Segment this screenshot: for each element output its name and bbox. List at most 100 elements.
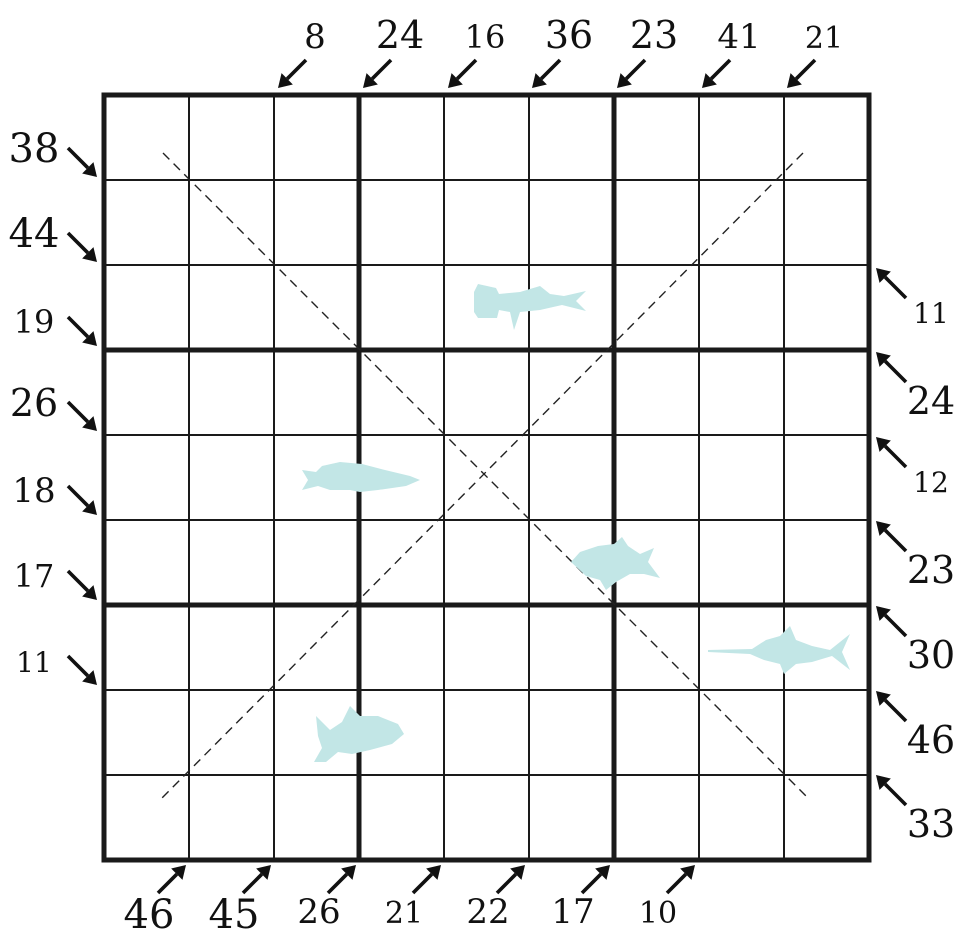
grid-cell-r1c6[interactable] (529, 95, 614, 180)
right-clue-arrow (876, 691, 908, 723)
grid-cell-r3c4[interactable] (359, 265, 444, 350)
top-clue-number: 16 (465, 18, 506, 56)
bottom-clue-arrow (495, 865, 525, 895)
pike-fish-icon (302, 462, 420, 492)
grid-cell-r4c3[interactable] (274, 350, 359, 435)
grid-cell-r8c7[interactable] (614, 690, 699, 775)
grid-cell-r7c7[interactable] (614, 605, 699, 690)
grid-cell-r9c8[interactable] (699, 775, 784, 860)
grid-cell-r6c5[interactable] (444, 520, 529, 605)
top-clue-number: 21 (805, 21, 843, 56)
grid-cell-r8c6[interactable] (529, 690, 614, 775)
grid-cell-r4c8[interactable] (699, 350, 784, 435)
grid-cell-r7c5[interactable] (444, 605, 529, 690)
bottom-clue-number: 10 (639, 896, 677, 931)
grid-cell-r9c9[interactable] (784, 775, 869, 860)
left-clue-number: 38 (9, 126, 60, 172)
grid-cell-r8c1[interactable] (104, 690, 189, 775)
grid-cell-r4c5[interactable] (444, 350, 529, 435)
grid-cell-r2c9[interactable] (784, 180, 869, 265)
grid-cell-r2c6[interactable] (529, 180, 614, 265)
top-clue-number: 36 (545, 13, 593, 57)
top-clue-arrow (787, 58, 817, 88)
grid-cell-r7c2[interactable] (189, 605, 274, 690)
grid-cell-r9c5[interactable] (444, 775, 529, 860)
grid-cell-r6c4[interactable] (359, 520, 444, 605)
right-clue-arrow (876, 352, 908, 384)
grid-cell-r9c7[interactable] (614, 775, 699, 860)
left-clue-arrow (66, 146, 97, 177)
grid-cell-r8c8[interactable] (699, 690, 784, 775)
grid-cell-r3c8[interactable] (699, 265, 784, 350)
grid-cell-r2c5[interactable] (444, 180, 529, 265)
grid-cell-r8c9[interactable] (784, 690, 869, 775)
grid-cell-r5c6[interactable] (529, 435, 614, 520)
top-clue-arrow (278, 58, 308, 88)
grid-cell-r2c1[interactable] (104, 180, 189, 265)
grid-cell-r5c2[interactable] (189, 435, 274, 520)
bottom-clue-arrow (241, 865, 271, 895)
grid-cell-r1c2[interactable] (189, 95, 274, 180)
top-clue-arrow (448, 58, 478, 88)
grid-cell-r3c2[interactable] (189, 265, 274, 350)
grid-cell-r8c5[interactable] (444, 690, 529, 775)
grid-cell-r6c2[interactable] (189, 520, 274, 605)
grid-cell-r7c1[interactable] (104, 605, 189, 690)
grid-cell-r6c8[interactable] (699, 520, 784, 605)
grid-cell-r7c6[interactable] (529, 605, 614, 690)
top-clue-arrow (617, 58, 647, 88)
grid-cell-r9c4[interactable] (359, 775, 444, 860)
grid-cell-r5c5[interactable] (444, 435, 529, 520)
grid-cell-r5c7[interactable] (614, 435, 699, 520)
grid-cell-r2c8[interactable] (699, 180, 784, 265)
grid-cell-r6c1[interactable] (104, 520, 189, 605)
grid-cell-r1c9[interactable] (784, 95, 869, 180)
grid-cell-r4c1[interactable] (104, 350, 189, 435)
grid-cell-r4c9[interactable] (784, 350, 869, 435)
grid-cells[interactable] (104, 95, 869, 860)
grid-cell-r4c6[interactable] (529, 350, 614, 435)
grid-cell-r6c3[interactable] (274, 520, 359, 605)
top-clue-arrow (532, 58, 562, 88)
left-clue-number: 17 (14, 557, 55, 595)
grid-cell-r2c4[interactable] (359, 180, 444, 265)
grid-cell-r3c9[interactable] (784, 265, 869, 350)
grid-cell-r7c4[interactable] (359, 605, 444, 690)
grid-cell-r5c9[interactable] (784, 435, 869, 520)
right-clue-number: 46 (907, 718, 955, 762)
left-clue-arrow (66, 569, 97, 600)
grid-cell-r3c3[interactable] (274, 265, 359, 350)
grid-cell-r2c3[interactable] (274, 180, 359, 265)
grid-cell-r1c5[interactable] (444, 95, 529, 180)
grid-cell-r2c7[interactable] (614, 180, 699, 265)
bottom-clue-number: 45 (209, 892, 260, 938)
grid-cell-r5c8[interactable] (699, 435, 784, 520)
grid-cell-r9c6[interactable] (529, 775, 614, 860)
grid-cell-r1c3[interactable] (274, 95, 359, 180)
right-clue-number: 23 (907, 548, 955, 592)
grid-cell-r2c2[interactable] (189, 180, 274, 265)
grid-cell-r8c2[interactable] (189, 690, 274, 775)
right-clue-number: 12 (913, 466, 949, 499)
grid-cell-r1c7[interactable] (614, 95, 699, 180)
right-clue-arrow (876, 606, 908, 638)
grid-cell-r5c1[interactable] (104, 435, 189, 520)
grid-cell-r1c8[interactable] (699, 95, 784, 180)
bottom-clue-arrow (156, 865, 186, 895)
grid-cell-r9c3[interactable] (274, 775, 359, 860)
grid-cell-r6c9[interactable] (784, 520, 869, 605)
grid-cell-r4c2[interactable] (189, 350, 274, 435)
grid-cell-r4c7[interactable] (614, 350, 699, 435)
grid-cell-r3c7[interactable] (614, 265, 699, 350)
right-clue-number: 33 (907, 802, 955, 846)
grid-cell-r4c4[interactable] (359, 350, 444, 435)
grid-cell-r3c1[interactable] (104, 265, 189, 350)
grid-cell-r9c1[interactable] (104, 775, 189, 860)
top-clue-number: 24 (376, 13, 424, 57)
grid-cell-r1c1[interactable] (104, 95, 189, 180)
grid-cell-r9c2[interactable] (189, 775, 274, 860)
grid-cell-r7c3[interactable] (274, 605, 359, 690)
right-clue-arrow (876, 521, 908, 553)
clue-layer: 8 24 16 36 23 41 21 38 44 19 26 18 17 11 11 24 12 23 30 46 3… (9, 13, 956, 938)
grid-cell-r1c4[interactable] (359, 95, 444, 180)
